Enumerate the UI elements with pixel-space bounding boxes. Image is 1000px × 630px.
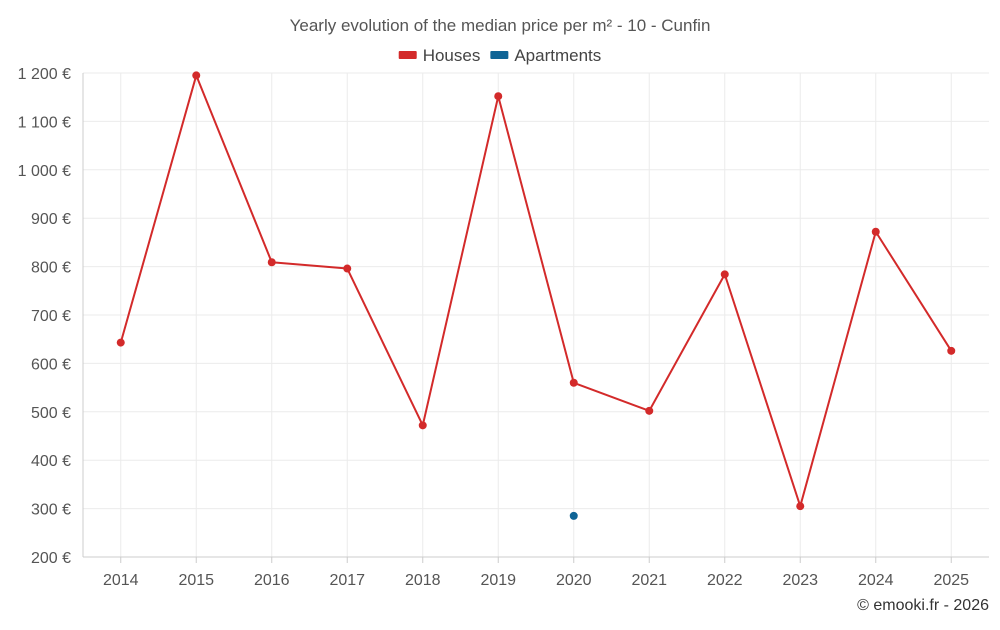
grid <box>83 72 989 557</box>
x-tick-label: 2018 <box>405 572 441 589</box>
chart-title: Yearly evolution of the median price per… <box>290 16 711 35</box>
data-point-houses[interactable] <box>645 406 654 415</box>
y-tick-label: 700 € <box>31 308 71 325</box>
y-tick-label: 200 € <box>31 550 71 567</box>
y-tick-label: 500 € <box>31 405 71 422</box>
y-tick-label: 900 € <box>31 211 71 228</box>
data-point-houses[interactable] <box>267 258 276 267</box>
y-tick-label: 600 € <box>31 356 71 373</box>
data-point-houses[interactable] <box>569 378 578 387</box>
axes: 200 € 300 € 400 € 500 € 600 € 700 € 800 € 900 €… <box>18 66 989 589</box>
data-point-houses[interactable] <box>343 264 352 273</box>
x-tick-label: 2014 <box>103 572 139 589</box>
x-tick-label: 2017 <box>329 572 365 589</box>
legend-item-houses[interactable]: Houses <box>398 46 481 65</box>
x-tick-label: 2015 <box>178 572 214 589</box>
legend-swatch <box>490 51 509 59</box>
series-line-houses <box>119 74 953 508</box>
series-apartments <box>569 511 578 520</box>
data-point-houses[interactable] <box>192 71 201 80</box>
y-tick-label: 1 000 € <box>18 163 71 180</box>
y-tick-label: 800 € <box>31 260 71 277</box>
data-point-houses[interactable] <box>871 227 880 236</box>
x-tick-label: 2019 <box>480 572 516 589</box>
legend: Houses Apartments <box>398 46 601 65</box>
x-tick-label: 2016 <box>254 572 290 589</box>
y-tick-label: 1 100 € <box>18 114 71 131</box>
x-tick-label: 2024 <box>858 572 894 589</box>
x-tick-label: 2020 <box>556 572 592 589</box>
series-houses <box>116 71 956 511</box>
data-point-houses[interactable] <box>116 338 125 347</box>
legend-item-apartments[interactable]: Apartments <box>490 46 601 65</box>
x-tick-label: 2021 <box>631 572 667 589</box>
data-point-houses[interactable] <box>947 346 956 355</box>
data-point-houses[interactable] <box>720 270 729 279</box>
data-point-houses[interactable] <box>494 92 503 101</box>
x-tick-label: 2022 <box>707 572 743 589</box>
y-tick-label: 400 € <box>31 453 71 470</box>
y-tick-label: 300 € <box>31 502 71 519</box>
data-point-apartments[interactable] <box>569 511 578 520</box>
series-layer <box>116 71 956 520</box>
y-tick-label: 1 200 € <box>18 66 71 83</box>
legend-label: Apartments <box>514 46 601 65</box>
x-tick-label: 2023 <box>782 572 818 589</box>
legend-swatch <box>398 51 417 59</box>
credit-text: © emooki.fr - 2026 <box>857 597 989 614</box>
x-tick-label: 2025 <box>933 572 969 589</box>
legend-label: Houses <box>423 46 481 65</box>
data-point-houses[interactable] <box>418 421 427 430</box>
data-point-houses[interactable] <box>796 502 805 511</box>
